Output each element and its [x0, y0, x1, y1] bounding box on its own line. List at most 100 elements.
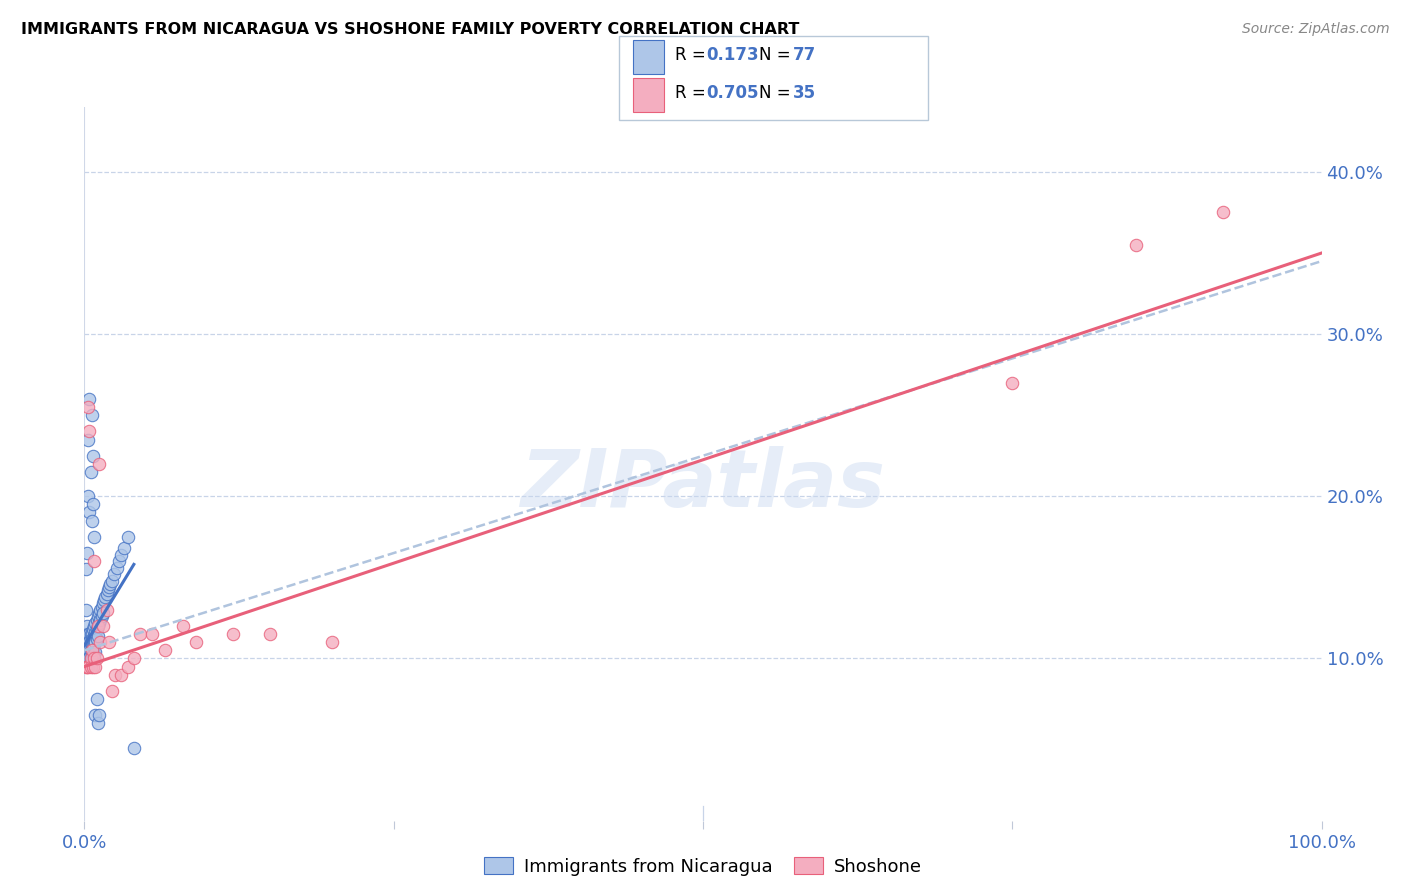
Point [83, 530, 105, 544]
Point [89, 606, 111, 620]
Text: 77: 77 [793, 46, 817, 64]
Point [98, 577, 121, 591]
Point [77, 489, 100, 503]
Text: 35: 35 [793, 84, 815, 102]
Point [91, 606, 114, 620]
Point [89, 457, 111, 471]
Point [1125, 238, 1147, 252]
Point [84, 635, 107, 649]
Point [222, 627, 245, 641]
Point [79, 651, 101, 665]
Point [80, 643, 103, 657]
Point [76, 619, 98, 633]
Point [89, 603, 111, 617]
Point [87, 629, 110, 643]
Point [86, 632, 108, 646]
Point [84, 708, 107, 723]
Point [172, 619, 194, 633]
Point [75, 659, 97, 673]
Point [91, 596, 114, 610]
Point [77, 627, 100, 641]
Point [82, 497, 104, 511]
Point [103, 567, 125, 582]
Point [79, 635, 101, 649]
Text: N =: N = [759, 46, 796, 64]
Point [75, 603, 97, 617]
Point [87, 619, 110, 633]
Point [80, 514, 103, 528]
Point [82, 622, 104, 636]
Text: N =: N = [759, 84, 796, 102]
Point [112, 541, 135, 556]
Point [122, 651, 145, 665]
Point [79, 465, 101, 479]
Point [82, 639, 104, 653]
Point [84, 645, 107, 659]
Point [80, 639, 103, 653]
Point [76, 546, 98, 560]
Point [89, 615, 111, 630]
Point [77, 400, 100, 414]
Point [79, 659, 101, 673]
Point [122, 740, 145, 755]
Point [83, 647, 105, 661]
Point [108, 554, 131, 568]
Point [321, 635, 343, 649]
Point [77, 651, 100, 665]
Text: 0.173: 0.173 [706, 46, 758, 64]
Point [90, 599, 112, 614]
Text: R =: R = [675, 46, 711, 64]
Point [89, 708, 111, 723]
Point [79, 506, 101, 520]
Point [83, 639, 105, 653]
Point [1212, 205, 1234, 219]
Point [80, 408, 103, 422]
Point [80, 627, 103, 641]
Point [77, 433, 100, 447]
Point [84, 615, 107, 630]
Point [79, 627, 101, 641]
Point [87, 716, 110, 731]
Point [98, 635, 121, 649]
Point [110, 548, 132, 562]
Point [86, 613, 108, 627]
Point [100, 684, 122, 698]
Point [98, 580, 121, 594]
Point [80, 651, 103, 665]
Point [79, 643, 101, 657]
Text: IMMIGRANTS FROM NICARAGUA VS SHOSHONE FAMILY POVERTY CORRELATION CHART: IMMIGRANTS FROM NICARAGUA VS SHOSHONE FA… [21, 22, 800, 37]
Point [129, 627, 152, 641]
Point [97, 583, 120, 598]
Point [75, 627, 97, 641]
Point [87, 619, 110, 633]
Text: 0.705: 0.705 [706, 84, 758, 102]
Point [75, 562, 97, 576]
Point [110, 667, 132, 681]
Legend: Immigrants from Nicaragua, Shoshone: Immigrants from Nicaragua, Shoshone [477, 850, 929, 883]
Point [82, 449, 104, 463]
Point [94, 590, 117, 604]
Point [86, 651, 108, 665]
Point [79, 651, 101, 665]
Point [76, 659, 98, 673]
Point [141, 627, 163, 641]
Point [79, 392, 101, 406]
Point [76, 643, 98, 657]
Point [91, 619, 114, 633]
Point [84, 659, 107, 673]
Point [117, 659, 139, 673]
Point [259, 627, 281, 641]
Point [89, 613, 111, 627]
Point [87, 609, 110, 624]
Point [76, 635, 98, 649]
Point [117, 530, 139, 544]
Point [77, 635, 100, 649]
Point [96, 603, 118, 617]
Point [105, 560, 128, 574]
Point [89, 635, 111, 649]
Point [184, 635, 207, 649]
Point [77, 643, 100, 657]
Text: R =: R = [675, 84, 711, 102]
Point [83, 554, 105, 568]
Point [80, 632, 103, 646]
